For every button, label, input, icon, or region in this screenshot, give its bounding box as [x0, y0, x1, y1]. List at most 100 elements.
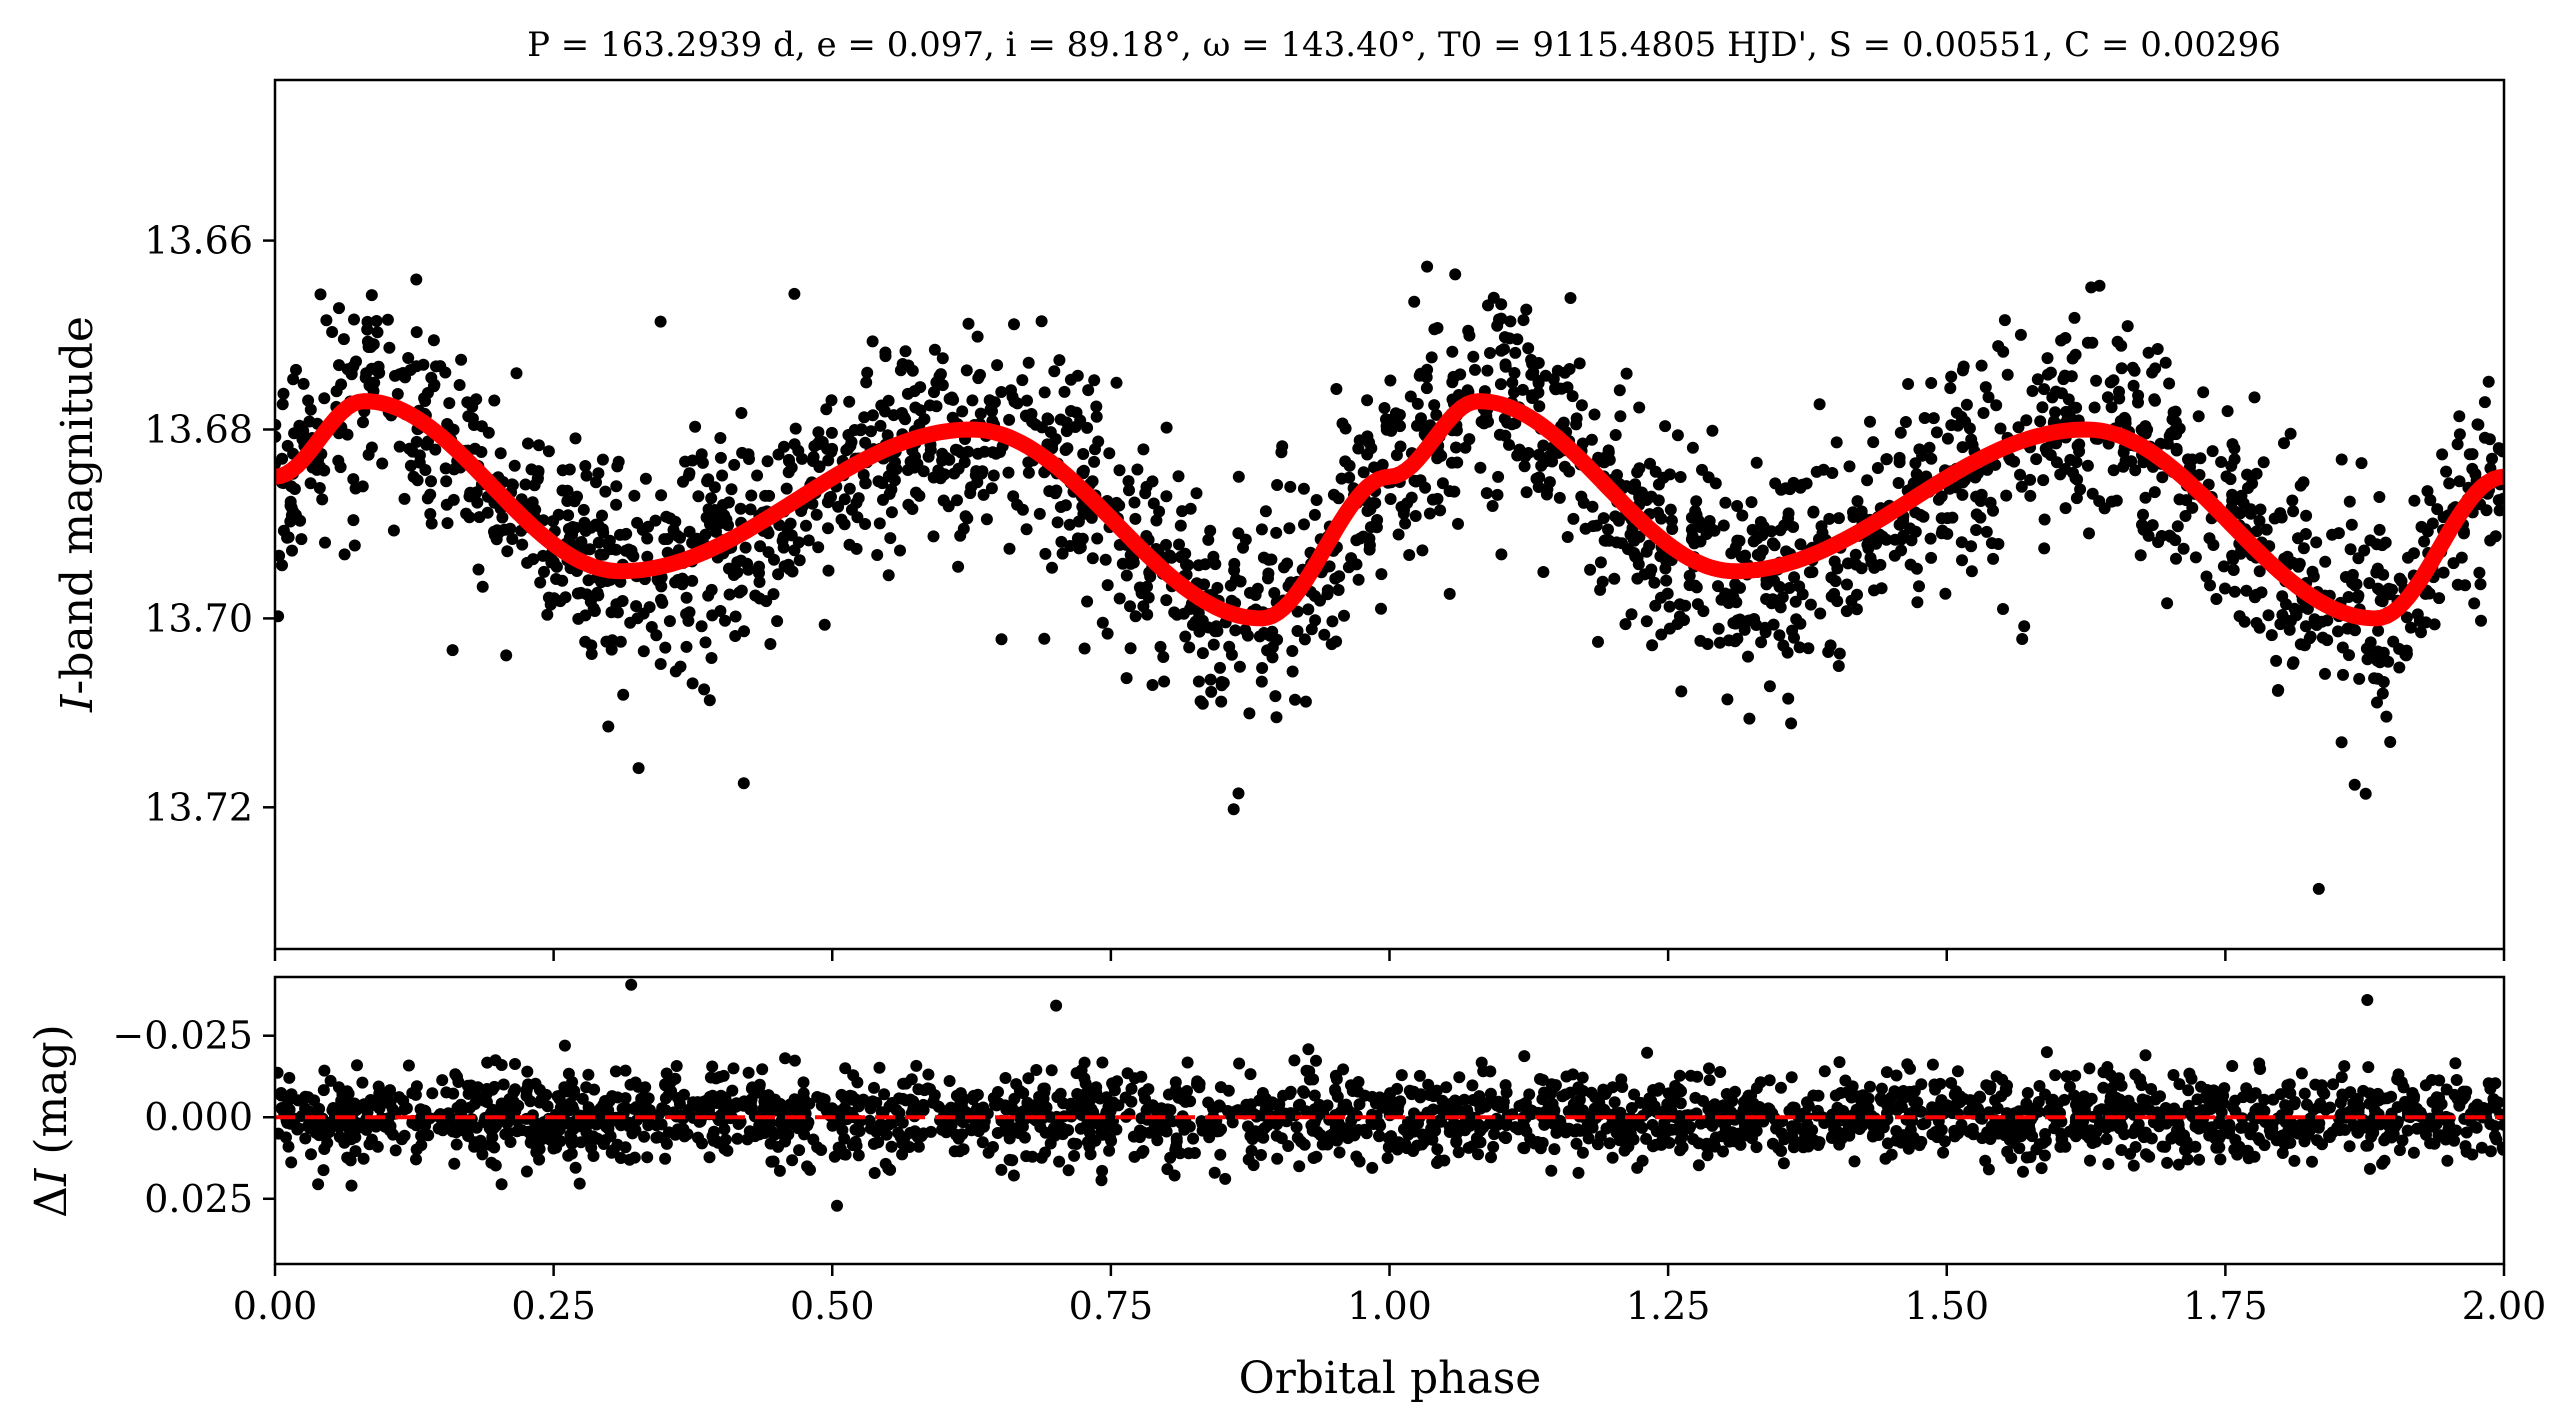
residual-point: [565, 1132, 578, 1145]
residual-point: [2396, 1134, 2409, 1147]
observation-point: [977, 488, 990, 501]
observation-point: [1719, 496, 1732, 509]
observation-point: [865, 425, 877, 438]
residual-point: [1480, 1097, 1493, 1110]
observation-point: [383, 341, 396, 354]
observation-point: [1956, 364, 1969, 377]
observation-point: [1016, 374, 1029, 387]
observation-point: [542, 445, 555, 458]
observation-point: [768, 553, 780, 566]
observation-point: [1773, 580, 1786, 593]
observation-point: [2038, 383, 2051, 396]
observation-point: [2253, 514, 2266, 527]
residual-point: [480, 1083, 493, 1095]
observation-point: [1243, 707, 1256, 720]
residual-point: [1288, 1054, 1301, 1067]
residual-point: [1835, 1127, 1848, 1140]
residual-point: [904, 1126, 917, 1139]
residual-point: [1258, 1092, 1271, 1105]
observation-point: [738, 625, 750, 638]
residual-point: [2167, 1069, 2180, 1081]
residual-point: [1880, 1066, 1893, 1079]
residual-point: [2489, 1077, 2502, 1090]
residual-point: [1770, 1122, 1783, 1135]
observation-point: [347, 473, 360, 486]
residual-point: [1358, 1123, 1371, 1136]
observation-point: [1140, 530, 1153, 542]
observation-point: [1850, 558, 1863, 571]
observation-point: [1124, 642, 1137, 655]
residual-point: [443, 1112, 456, 1125]
observation-point: [1090, 400, 1103, 413]
residual-point: [2226, 1101, 2239, 1114]
residual-point: [2312, 1101, 2325, 1114]
residual-point: [1864, 1080, 1876, 1093]
observation-point: [705, 652, 718, 664]
residual-point: [1615, 1073, 1628, 1086]
observation-point: [2274, 618, 2287, 631]
observation-point: [494, 447, 507, 460]
residual-point: [485, 1139, 498, 1152]
residual-point: [834, 1108, 847, 1121]
observation-point: [1992, 538, 2005, 550]
residual-point: [2127, 1127, 2140, 1140]
observation-point: [2038, 542, 2051, 555]
residual-point: [1715, 1130, 1728, 1143]
observation-point: [1233, 660, 1246, 673]
observation-point: [887, 409, 900, 422]
observation-point: [1965, 433, 1978, 446]
residual-point: [2361, 994, 2374, 1006]
observation-point: [2170, 552, 2182, 565]
observation-point: [1436, 477, 1449, 490]
observation-point: [1736, 509, 1749, 522]
observation-point: [1327, 488, 1340, 501]
observation-point: [2395, 575, 2408, 588]
observation-point: [1463, 433, 1476, 446]
observation-point: [1909, 525, 1922, 538]
residual-point: [1170, 1135, 1183, 1148]
observation-point: [1729, 541, 1742, 554]
residual-point: [2407, 1146, 2420, 1159]
observation-point: [475, 446, 488, 458]
observation-point: [1007, 490, 1020, 503]
observation-point: [1849, 548, 1862, 561]
observation-point: [1113, 592, 1126, 605]
residual-point: [2258, 1093, 2271, 1106]
observation-point: [699, 636, 712, 649]
observation-point: [771, 615, 784, 628]
observation-point: [1880, 453, 1893, 466]
observation-point: [1384, 374, 1397, 387]
observation-point: [1659, 420, 1672, 433]
observation-point: [1074, 414, 1087, 427]
observation-point: [304, 477, 317, 490]
residual-point: [1303, 1065, 1316, 1078]
observation-point: [1543, 450, 1556, 463]
residual-point: [460, 1122, 473, 1134]
observation-point: [1063, 518, 1076, 531]
observation-point: [1077, 464, 1090, 477]
observation-point: [702, 503, 715, 516]
observation-point: [1742, 650, 1754, 663]
observation-point: [2478, 431, 2491, 444]
observation-point: [1998, 314, 2011, 327]
observation-point: [2024, 489, 2037, 502]
residual-point: [1243, 1101, 1255, 1113]
observation-point: [1160, 490, 1173, 503]
residual-point: [1576, 1071, 1589, 1084]
observation-point: [2233, 610, 2246, 623]
observation-point: [1655, 628, 1668, 641]
observation-point: [1760, 578, 1773, 591]
observation-point: [2377, 568, 2390, 581]
residual-point: [2084, 1154, 2096, 1167]
observation-point: [2260, 523, 2273, 536]
residual-point: [1125, 1082, 1138, 1095]
observation-point: [2240, 584, 2253, 597]
residual-point: [1070, 1138, 1083, 1150]
observation-point: [2066, 352, 2079, 365]
residual-point: [588, 1083, 601, 1096]
observation-point: [2014, 468, 2026, 481]
residual-point: [1487, 1140, 1500, 1153]
observation-point: [2241, 468, 2254, 481]
residual-point: [374, 1098, 387, 1111]
observation-point: [1690, 509, 1703, 521]
